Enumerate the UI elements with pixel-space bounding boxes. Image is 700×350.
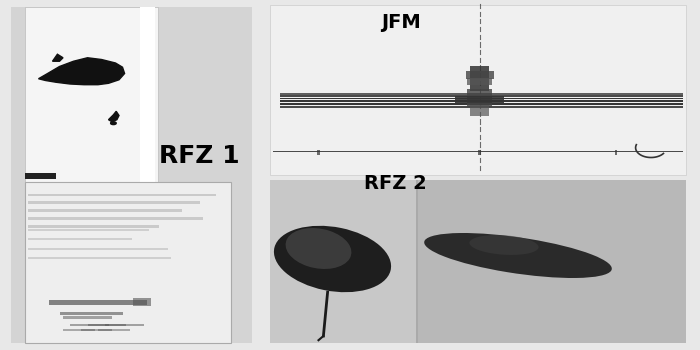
- Text: RFZ 2: RFZ 2: [364, 174, 427, 193]
- Bar: [28, 225, 159, 228]
- Bar: [28, 194, 216, 196]
- Bar: [28, 217, 203, 220]
- Bar: [280, 100, 682, 102]
- Bar: [280, 93, 682, 94]
- Bar: [70, 324, 108, 326]
- Text: RFZ 1: RFZ 1: [159, 144, 240, 168]
- Bar: [280, 103, 682, 105]
- Polygon shape: [38, 58, 125, 85]
- Bar: [467, 89, 492, 107]
- Bar: [280, 106, 682, 108]
- Bar: [615, 150, 617, 155]
- Text: JFM: JFM: [382, 13, 421, 32]
- Bar: [88, 324, 126, 326]
- Bar: [10, 7, 252, 343]
- Bar: [63, 329, 94, 331]
- Bar: [25, 182, 231, 343]
- Bar: [25, 7, 158, 186]
- Bar: [98, 329, 130, 331]
- Bar: [280, 95, 682, 97]
- Bar: [273, 151, 682, 152]
- Bar: [133, 298, 150, 306]
- Bar: [25, 173, 56, 179]
- Bar: [140, 7, 155, 186]
- Bar: [455, 96, 504, 103]
- Bar: [63, 316, 112, 318]
- Bar: [105, 324, 144, 326]
- Bar: [478, 150, 481, 155]
- Ellipse shape: [286, 228, 351, 269]
- Bar: [28, 257, 172, 259]
- Bar: [470, 66, 489, 91]
- Bar: [28, 238, 132, 240]
- Polygon shape: [108, 111, 119, 122]
- Bar: [470, 105, 489, 116]
- Bar: [28, 209, 181, 212]
- Ellipse shape: [470, 235, 538, 255]
- Bar: [270, 5, 686, 175]
- Ellipse shape: [424, 233, 612, 278]
- Bar: [466, 71, 493, 79]
- Bar: [80, 329, 112, 331]
- Bar: [280, 98, 682, 99]
- Bar: [317, 150, 320, 155]
- Circle shape: [111, 122, 116, 125]
- Bar: [49, 300, 147, 304]
- Bar: [28, 229, 148, 231]
- Bar: [467, 78, 492, 85]
- Bar: [270, 180, 416, 343]
- Bar: [60, 312, 122, 315]
- Bar: [28, 202, 199, 204]
- Ellipse shape: [274, 226, 391, 292]
- Polygon shape: [52, 54, 63, 61]
- Bar: [416, 180, 686, 343]
- Bar: [416, 180, 418, 343]
- Bar: [28, 247, 168, 250]
